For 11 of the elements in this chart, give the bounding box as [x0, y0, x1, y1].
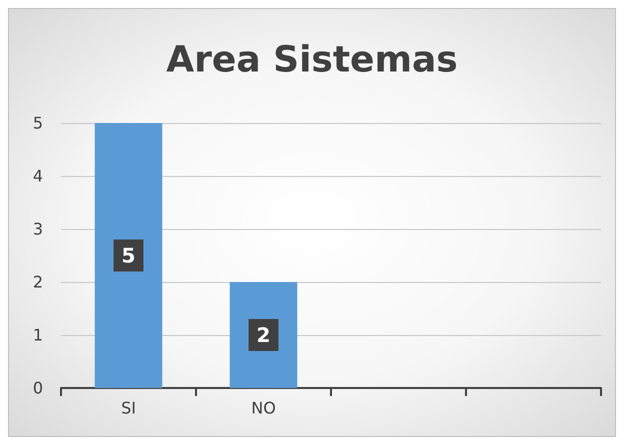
x-tick-label: NO: [251, 398, 276, 418]
y-tick-label: 3: [32, 220, 43, 238]
y-tick-label: 5: [32, 114, 43, 132]
y-tick-label: 2: [32, 272, 43, 292]
y-tick-label: 4: [32, 166, 43, 186]
chart-title: Area Sistemas: [166, 40, 458, 80]
x-tick-label: SI: [121, 398, 136, 418]
data-label: 2: [256, 323, 270, 347]
data-label: 5: [122, 244, 136, 268]
y-tick-label: 1: [32, 326, 43, 344]
y-tick-label: 0: [32, 378, 43, 398]
